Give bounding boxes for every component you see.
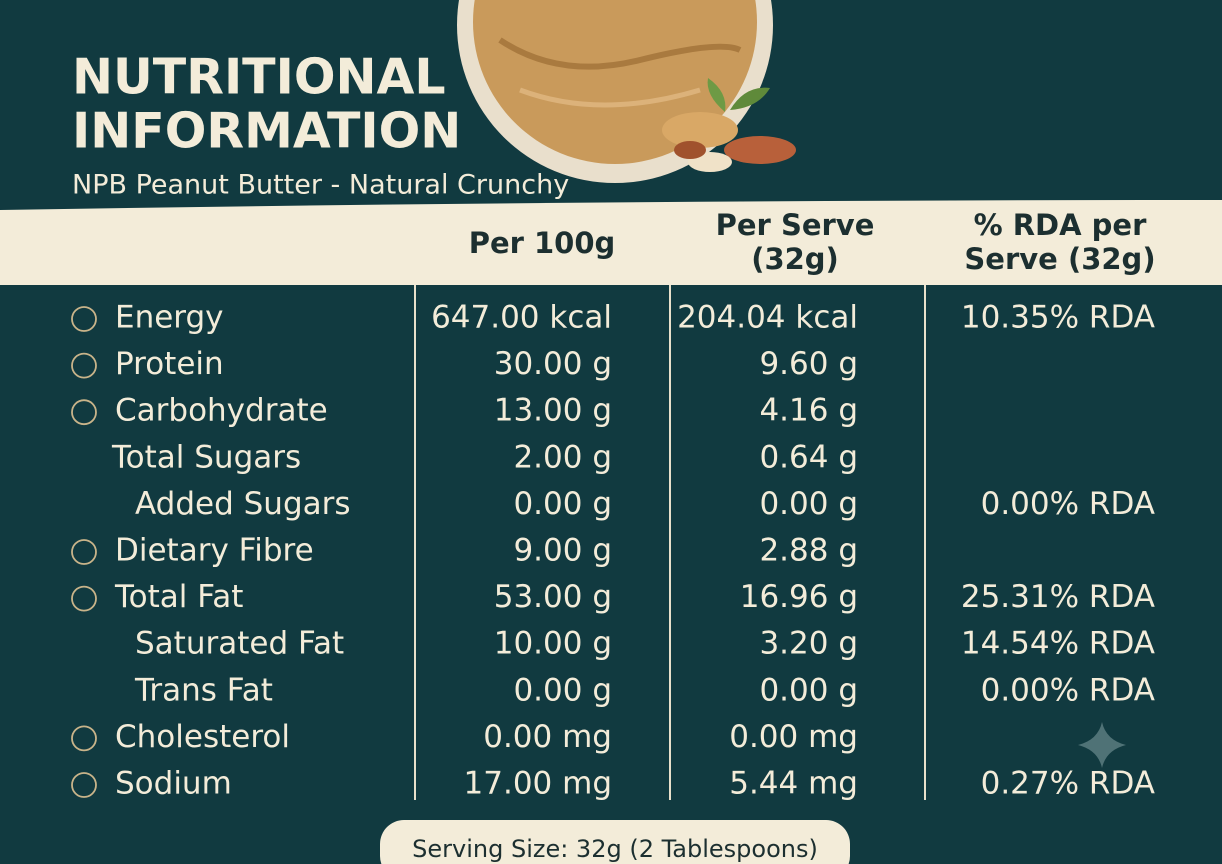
row-icon	[71, 772, 97, 798]
column-header: Per 100g	[469, 226, 616, 260]
row-value: 30.00 g	[494, 346, 612, 382]
row-icon	[71, 585, 97, 612]
title-line: NUTRITIONAL	[72, 49, 446, 106]
row-value: 0.00 g	[513, 672, 612, 708]
row-value: 10.35% RDA	[961, 300, 1155, 336]
peanut	[724, 136, 796, 164]
column-header: % RDA per Serve (32g)	[964, 208, 1155, 276]
row-value: 0.00 mg	[729, 719, 858, 755]
row-label: Energy	[115, 300, 224, 336]
row-value: 9.60 g	[759, 346, 858, 382]
header-band	[0, 200, 1222, 285]
row-icon	[71, 725, 97, 752]
row-value: 13.00 g	[494, 393, 612, 429]
row-value: 2.00 g	[513, 439, 612, 475]
row-value: 0.64 g	[759, 439, 858, 475]
leaf	[707, 78, 726, 112]
row-value: 0.00 g	[513, 486, 612, 522]
row-icon	[71, 306, 97, 332]
row-value: 0.00 g	[759, 672, 858, 708]
row-value: 0.00 mg	[483, 719, 612, 755]
swirl	[498, 37, 742, 70]
row-value: 0.00% RDA	[981, 486, 1155, 522]
row-icon	[71, 352, 97, 379]
footer-pill	[380, 820, 850, 864]
row-label: Saturated Fat	[135, 626, 344, 662]
row-label: Cholesterol	[115, 719, 290, 755]
row-value: 25.31% RDA	[961, 579, 1155, 615]
row-icon	[71, 399, 97, 426]
row-value: 17.00 mg	[464, 766, 612, 802]
row-label: Trans Fat	[134, 672, 273, 708]
leaf	[730, 87, 770, 110]
row-value: 14.54% RDA	[961, 626, 1155, 662]
row-value: 5.44 mg	[729, 766, 858, 802]
row-value: 10.00 g	[494, 626, 612, 662]
column-header: Per Serve (32g)	[716, 208, 875, 276]
swirl	[519, 87, 701, 108]
row-label: Total Fat	[114, 579, 243, 615]
row-label: Dietary Fibre	[115, 533, 314, 569]
subtitle: NPB Peanut Butter - Natural Crunchy	[72, 170, 569, 201]
peanut	[662, 112, 738, 148]
row-value: 3.20 g	[759, 626, 858, 662]
title-line: INFORMATION	[72, 103, 461, 160]
row-value: 4.16 g	[759, 393, 858, 429]
row-value: 0.00 g	[759, 486, 858, 522]
row-value: 2.88 g	[759, 533, 858, 569]
row-icon	[71, 539, 97, 565]
serving-size: Serving Size: 32g (2 Tablespoons)	[412, 835, 818, 863]
row-value: 647.00 kcal	[431, 300, 612, 336]
row-value: 0.27% RDA	[981, 766, 1155, 802]
row-value: 0.00% RDA	[981, 672, 1155, 708]
row-value: 16.96 g	[740, 579, 858, 615]
peanut	[674, 141, 706, 159]
row-label: Protein	[115, 346, 224, 382]
row-value: 53.00 g	[494, 579, 612, 615]
row-label: Total Sugars	[111, 439, 301, 475]
row-label: Added Sugars	[135, 486, 351, 522]
row-value: 9.00 g	[513, 533, 612, 569]
row-label: Sodium	[115, 766, 232, 802]
sparkle	[1078, 722, 1126, 768]
row-label: Carbohydrate	[115, 393, 328, 429]
row-value: 204.04 kcal	[677, 300, 858, 336]
